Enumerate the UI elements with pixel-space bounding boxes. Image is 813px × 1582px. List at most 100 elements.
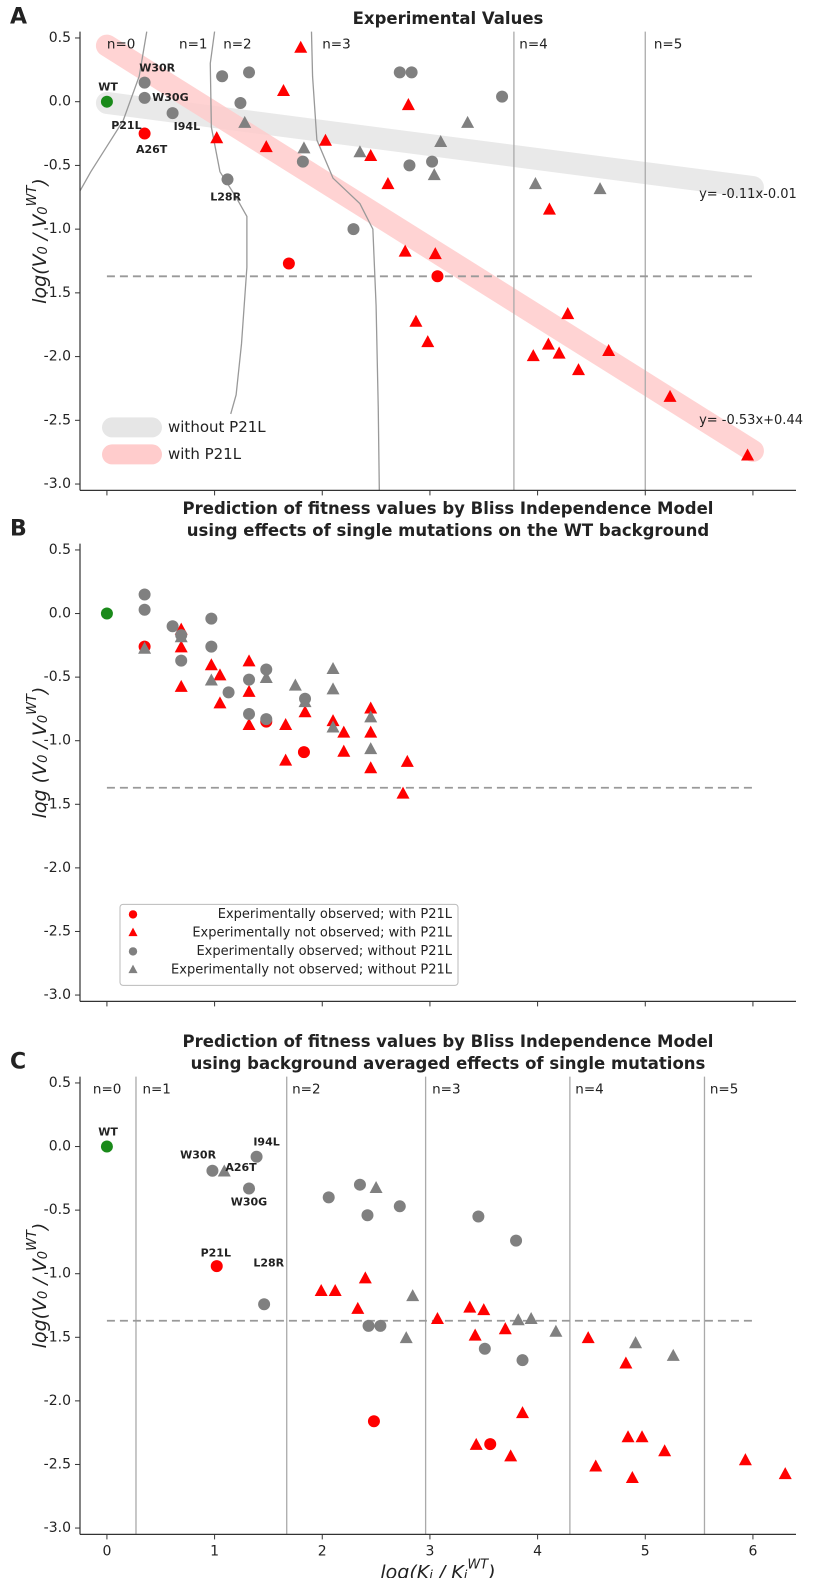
triangle-point xyxy=(259,140,273,153)
panel-label: B xyxy=(10,517,27,542)
circle-point xyxy=(367,1415,380,1428)
triangle-point xyxy=(213,696,227,709)
y-tick-label: -2.5 xyxy=(44,1456,71,1472)
triangle-point xyxy=(541,337,555,350)
x-tick-label: 4 xyxy=(533,1543,542,1559)
triangle-point xyxy=(658,1444,672,1457)
circle-point xyxy=(496,90,509,103)
triangle-point xyxy=(276,84,290,97)
point-label: W30R xyxy=(139,62,175,75)
circle-point xyxy=(374,1319,387,1332)
triangle-point xyxy=(381,177,395,190)
triangle-point xyxy=(174,679,188,692)
x-tick-label: 5 xyxy=(641,1543,650,1559)
triangle-point xyxy=(619,1356,633,1369)
circle-point xyxy=(221,173,234,186)
circle-point xyxy=(205,640,218,653)
triangle-point xyxy=(238,115,252,128)
triangle-point xyxy=(524,1312,538,1325)
triangle-point xyxy=(469,1437,483,1450)
triangle-point xyxy=(409,314,423,327)
axis-label-part: / V xyxy=(29,1257,51,1290)
axis-label-part: 0 xyxy=(36,1291,51,1299)
point-label: P21L xyxy=(111,119,141,132)
axis-label-part: log(V xyxy=(29,1297,51,1348)
y-axis-label: log(V0 / V0WT) xyxy=(25,1223,50,1349)
triangle-point xyxy=(504,1449,518,1462)
axis-label-part: 0 xyxy=(36,246,51,254)
circle-point xyxy=(296,155,309,168)
triangle-point xyxy=(326,714,340,727)
axis-label-part: 0 xyxy=(36,206,51,214)
y-tick-label: 0.5 xyxy=(49,542,71,558)
triangle-point xyxy=(738,1453,752,1466)
circle-point xyxy=(100,1140,113,1153)
y-tick-label: -3.0 xyxy=(44,1520,71,1536)
triangle-point xyxy=(427,168,441,181)
circle-point xyxy=(516,1354,529,1367)
triangle-point xyxy=(217,1164,231,1177)
point-label: L28R xyxy=(210,190,241,203)
y-tick-label: 0.0 xyxy=(49,606,71,622)
triangle-point xyxy=(318,133,332,146)
triangle-point xyxy=(242,717,256,730)
point-label: W30G xyxy=(231,1195,267,1208)
triangle-point xyxy=(351,1301,365,1314)
x-tick-label: 6 xyxy=(748,1543,757,1559)
circle-point xyxy=(510,1234,523,1247)
circle-point xyxy=(175,654,188,667)
chart-title: Experimental Values xyxy=(353,9,544,28)
region-label: n=4 xyxy=(519,36,547,52)
circle-point xyxy=(431,270,444,283)
circle-point xyxy=(210,1260,223,1273)
x-axis-label: log(Ki / KiWT) xyxy=(380,1558,495,1578)
y-tick-label: -1.0 xyxy=(44,733,71,749)
circle-point xyxy=(258,1298,271,1311)
triangle-point xyxy=(326,662,340,675)
axis-label-part: / K xyxy=(433,1561,465,1578)
triangle-point xyxy=(174,630,188,643)
point-label: WT xyxy=(98,81,118,94)
point-label: W30R xyxy=(180,1148,216,1161)
chart-title: using effects of single mutations on the… xyxy=(187,521,709,540)
axis-label-part: ) xyxy=(486,1561,495,1578)
chart-title: Prediction of fitness values by Bliss In… xyxy=(183,1032,714,1051)
legend-label: Experimentally observed; without P21L xyxy=(196,944,452,959)
triangle-point xyxy=(526,349,540,362)
y-tick-label: 0.5 xyxy=(49,1075,71,1091)
region-label: n=5 xyxy=(710,1081,738,1097)
x-tick-label: 2 xyxy=(318,1543,327,1559)
triangle-point xyxy=(298,705,312,718)
axis-label-part: i xyxy=(464,1568,468,1578)
axis-label-part: log (V xyxy=(29,761,51,818)
x-tick-label: 0 xyxy=(102,1543,111,1559)
region-curve xyxy=(79,31,148,192)
circle-point xyxy=(282,257,295,270)
circle-point xyxy=(216,70,229,83)
triangle-point xyxy=(364,710,378,723)
axis-label-part: / V xyxy=(29,721,51,754)
y-tick-label: 0.0 xyxy=(49,94,71,110)
region-label: n=0 xyxy=(93,1081,121,1097)
axis-label-part: i xyxy=(429,1568,433,1578)
y-tick-label: -2.0 xyxy=(44,1393,71,1409)
circle-point xyxy=(100,95,113,108)
axis-label-part: WT xyxy=(25,1229,40,1251)
circle-point xyxy=(138,91,151,104)
axis-label-part: WT xyxy=(25,693,40,715)
triangle-point xyxy=(511,1313,525,1326)
y-tick-label: -2.5 xyxy=(44,923,71,939)
point-label: W30G xyxy=(152,91,188,104)
legend-label: without P21L xyxy=(168,418,266,436)
circle-point xyxy=(426,155,439,168)
triangle-point xyxy=(364,149,378,162)
point-label: P21L xyxy=(201,1246,231,1259)
triangle-point xyxy=(572,363,586,376)
axis-label-part: 0 xyxy=(36,755,51,763)
circle-point xyxy=(472,1210,485,1223)
y-tick-label: -1.5 xyxy=(44,796,71,812)
legend-marker xyxy=(128,947,138,956)
region-curve xyxy=(310,31,380,491)
region-label: n=1 xyxy=(142,1081,170,1097)
triangle-point xyxy=(294,40,308,53)
